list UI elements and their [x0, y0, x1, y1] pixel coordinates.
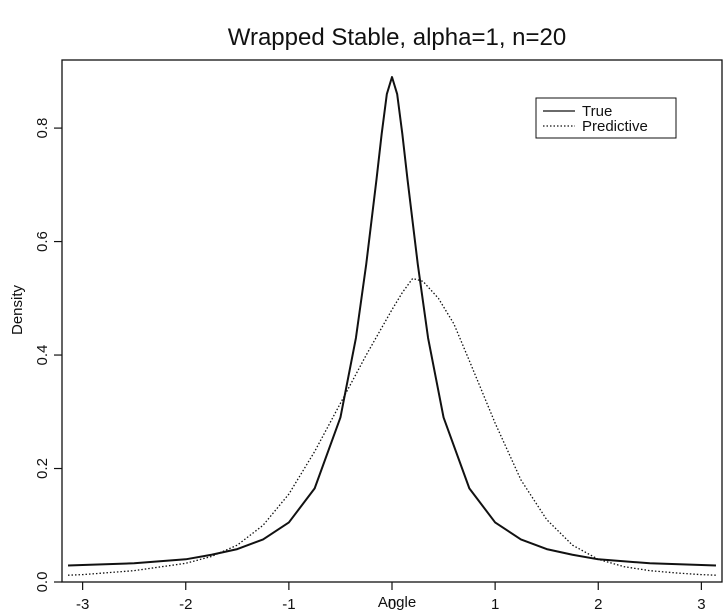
legend-true-label: True — [582, 103, 612, 120]
x-tick-label: 3 — [697, 596, 705, 613]
series-line-true — [67, 76, 717, 567]
x-tick-label: -3 — [76, 596, 89, 613]
y-axis: 0.0 0.2 0.4 0.6 0.8 — [34, 118, 62, 593]
y-tick-label: 0.0 — [34, 572, 51, 593]
x-axis: -3 -2 -1 0 1 2 3 — [76, 582, 706, 613]
y-tick-label: 0.8 — [34, 118, 51, 139]
legend-box — [535, 97, 677, 139]
x-axis-label: Angle — [378, 594, 416, 611]
series-layer — [67, 76, 717, 576]
legend: True Predictive — [535, 97, 677, 139]
y-tick-label: 0.6 — [34, 231, 51, 252]
chart-title: Wrapped Stable, alpha=1, n=20 — [228, 24, 566, 51]
x-tick-label: 2 — [594, 596, 602, 613]
x-tick-label: -2 — [179, 596, 192, 613]
series-line-predictive — [67, 277, 717, 576]
x-tick-label: 0 — [388, 596, 396, 613]
legend-predictive-label: Predictive — [582, 118, 648, 135]
y-tick-label: 0.4 — [34, 345, 51, 366]
y-tick-label: 0.2 — [34, 458, 51, 479]
x-tick-label: 1 — [491, 596, 499, 613]
y-axis-label: Density — [9, 284, 26, 335]
x-tick-label: -1 — [282, 596, 295, 613]
